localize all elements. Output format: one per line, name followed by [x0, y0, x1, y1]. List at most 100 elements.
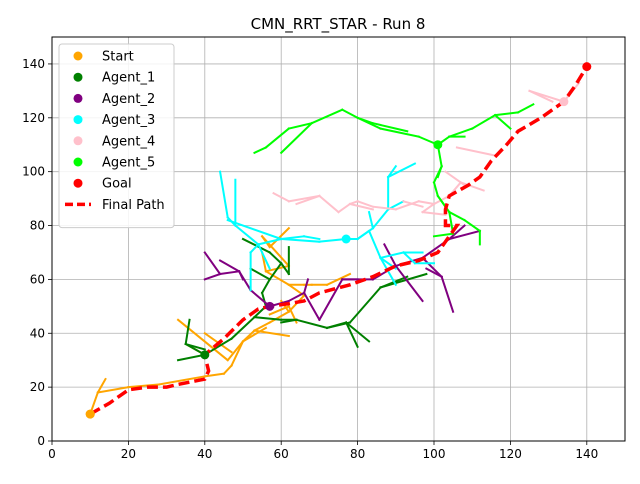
- tree-edge-agent-1: [260, 291, 268, 308]
- tree-edge-start: [157, 375, 206, 386]
- tree-edge-agent-2: [302, 278, 310, 295]
- tree-edge-agent-3: [386, 162, 417, 179]
- x-tick-label: 20: [121, 447, 136, 461]
- tree-edge-start: [226, 339, 245, 362]
- legend-marker-agent-5: [73, 157, 83, 167]
- tree-edge-agent-5: [470, 113, 497, 130]
- tree-edge-agent-1: [295, 318, 329, 330]
- tree-edge-start: [203, 372, 226, 378]
- tree-edge-agent-5: [447, 210, 466, 222]
- legend-marker-agent-3: [73, 115, 83, 125]
- tree-edge-agent-2: [203, 272, 222, 281]
- tree-edge-start: [264, 269, 291, 287]
- tree-edge-start: [268, 310, 291, 324]
- tree-edge-agent-4: [444, 170, 466, 187]
- tree-edge-agent-1: [280, 318, 298, 324]
- tree-edge-agent-5: [432, 232, 455, 238]
- tree-edge-agent-3: [218, 170, 229, 219]
- tree-agent-1: [176, 237, 428, 362]
- root-point-agent-1: [200, 350, 210, 360]
- tree-edge-agent-1: [268, 251, 283, 265]
- y-tick-label: 100: [22, 165, 45, 179]
- tree-edge-agent-3: [371, 207, 390, 230]
- tree-edge-start: [96, 377, 107, 394]
- tree-edge-agent-2: [287, 291, 306, 303]
- tree-edge-agent-2: [218, 270, 241, 276]
- x-tick-label: 0: [48, 447, 56, 461]
- tree-edge-agent-1: [344, 321, 359, 349]
- tree-edge-agent-4: [356, 200, 375, 208]
- tree-edge-start: [127, 383, 161, 389]
- tree-edge-agent-4: [394, 200, 420, 211]
- tree-edge-agent-5: [448, 127, 474, 138]
- tree-edge-agent-5: [340, 108, 359, 120]
- tree-edge-agent-4: [459, 181, 485, 192]
- legend-label-agent-2: Agent_2: [102, 92, 155, 107]
- y-tick-label: 140: [22, 57, 45, 71]
- tree-edge-agent-3: [280, 237, 321, 243]
- tree-edge-agent-3: [367, 210, 375, 230]
- tree-edge-agent-2: [447, 224, 466, 241]
- tree-edge-agent-5: [253, 146, 268, 155]
- y-axis-ticks: 0 20 40 60 80 100 120 140: [22, 57, 52, 448]
- tree-edge-agent-4: [402, 200, 424, 208]
- y-tick-label: 40: [30, 326, 45, 340]
- tree-edge-agent-3: [302, 235, 321, 241]
- legend-marker-goal: [73, 178, 83, 188]
- tree-edge-agent-5: [493, 113, 512, 130]
- tree-edge-start: [222, 364, 233, 376]
- tree-edge-agent-2: [440, 275, 455, 313]
- tree-edge-agent-5: [516, 102, 535, 114]
- tree-edge-agent-4: [295, 194, 321, 206]
- tree-edge-agent-2: [237, 269, 245, 281]
- x-tick-label: 120: [499, 447, 522, 461]
- final-path-group: [89, 65, 589, 416]
- root-point-agent-5: [433, 140, 443, 150]
- tree-edge-agent-5: [436, 165, 443, 179]
- tree-edge-agent-5: [379, 127, 420, 138]
- tree-edge-agent-1: [184, 318, 191, 346]
- x-tick-label: 140: [575, 447, 598, 461]
- tree-edge-agent-4: [421, 202, 436, 214]
- y-tick-label: 120: [22, 111, 45, 125]
- tree-edge-agent-1: [344, 321, 371, 343]
- tree-edge-start: [241, 326, 268, 343]
- start-point: [85, 409, 95, 419]
- tree-edge-agent-4: [337, 202, 352, 214]
- legend-label-agent-3: Agent_3: [102, 113, 155, 128]
- tree-edge-agent-1: [260, 278, 272, 295]
- tree-edge-agent-2: [425, 267, 443, 279]
- tree-edge-agent-3: [280, 235, 306, 241]
- tree-edge-agent-4: [528, 89, 554, 103]
- tree-edge-agent-3: [356, 229, 371, 241]
- tree-edge-agent-5: [279, 121, 314, 155]
- tree-edge-agent-1: [253, 316, 283, 321]
- tree-agent-4: [272, 81, 581, 216]
- legend-label-start: Start: [102, 50, 134, 65]
- tree-edge-agent-3: [379, 251, 405, 260]
- tree-edge-agent-2: [302, 291, 321, 322]
- tree-edge-start: [96, 385, 130, 394]
- tree-edge-agent-3: [402, 251, 417, 265]
- tree-edge-agent-2: [394, 264, 424, 303]
- legend-label-agent-1: Agent_1: [102, 71, 155, 86]
- y-tick-label: 0: [37, 434, 45, 448]
- tree-edge-agent-1: [379, 272, 428, 289]
- tree-edge-start: [253, 321, 272, 332]
- legend: Start Agent_1 Agent_2 Agent_3 Agent_4 Agent_5…: [58, 43, 175, 229]
- plot-area-frame: [51, 36, 626, 442]
- x-tick-label: 80: [350, 447, 365, 461]
- x-tick-label: 100: [423, 447, 446, 461]
- tree-edge-agent-1: [230, 315, 256, 341]
- legend-label-final-path: Final Path: [102, 198, 165, 213]
- tree-edge-agent-5: [463, 218, 482, 233]
- tree-edge-agent-1: [184, 342, 207, 351]
- tree-edge-agent-3: [226, 218, 283, 241]
- tree-edge-agent-2: [318, 278, 344, 322]
- y-tick-label: 60: [30, 272, 45, 286]
- tree-edge-agent-3: [233, 224, 260, 246]
- tree-edge-agent-5: [494, 111, 520, 117]
- tree-edge-agent-4: [272, 191, 291, 203]
